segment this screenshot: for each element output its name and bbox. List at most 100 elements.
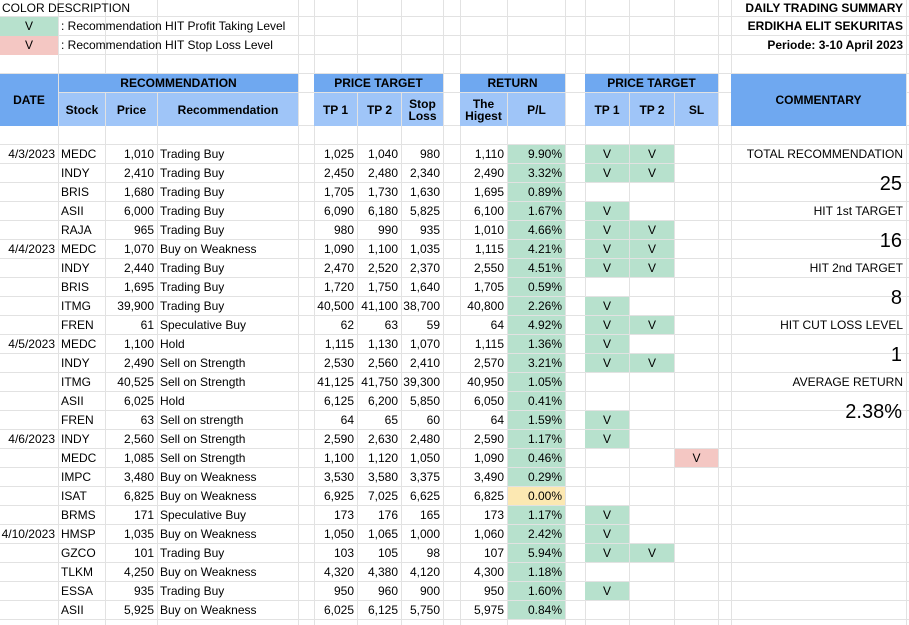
- cell-h1: V: [585, 335, 629, 353]
- cell-rec: Buy on Weakness: [160, 470, 257, 484]
- cell-stock: ESSA: [61, 584, 94, 598]
- gridline: [0, 581, 909, 582]
- cell-date: 4/5/2023: [8, 337, 55, 351]
- cell-hs: [675, 468, 718, 486]
- cell-date: 4/10/2023: [1, 527, 55, 541]
- gridline: [0, 467, 909, 468]
- cell-sl: 5,825: [409, 204, 440, 218]
- cell-sl: 1,630: [409, 185, 440, 199]
- cell-high: 40,800: [467, 299, 504, 313]
- cell-pl: 4.92%: [508, 316, 565, 334]
- cell-hs: [675, 487, 718, 505]
- cell-rec: Speculative Buy: [160, 318, 247, 332]
- cell-pl: 4.21%: [508, 240, 565, 258]
- cell-date: [0, 468, 58, 486]
- cell-tp2: 1,100: [367, 242, 398, 256]
- gridline: [0, 201, 909, 202]
- cell-date: [0, 354, 58, 372]
- cell-stock: MEDC: [61, 147, 97, 161]
- cell-pl: 1.05%: [508, 373, 565, 391]
- gridline: [443, 0, 444, 625]
- cell-date: [0, 582, 58, 600]
- cell-hs: [675, 430, 718, 448]
- gridline: [0, 524, 909, 525]
- cell-pl: 0.84%: [508, 601, 565, 619]
- cell-tp1: 62: [340, 318, 354, 332]
- commentary-label: HIT 1st TARGET: [813, 204, 903, 218]
- cell-hs: [675, 354, 718, 372]
- cell-tp2: 63: [384, 318, 398, 332]
- cell-h1: V: [585, 506, 629, 524]
- cell-h2: [630, 392, 674, 410]
- cell-rec: Trading Buy: [160, 147, 225, 161]
- cell-rec: Trading Buy: [160, 261, 225, 275]
- cell-stock: ITMG: [61, 375, 91, 389]
- commentary-value: 16: [879, 230, 902, 252]
- cell-tp1: 41,125: [317, 375, 354, 389]
- cell-tp2: 2,480: [367, 166, 398, 180]
- cell-stock: ASII: [61, 394, 84, 408]
- cell-price: 63: [140, 413, 154, 427]
- cell-high: 2,590: [473, 432, 504, 446]
- cell-rec: Buy on Weakness: [160, 527, 257, 541]
- gridline: [0, 73, 909, 74]
- cell-stock: ISAT: [61, 489, 87, 503]
- cell-rec: Hold: [160, 337, 185, 351]
- cell-hs: [675, 145, 718, 163]
- legend-green-swatch: V: [0, 17, 58, 36]
- cell-price: 6,000: [123, 204, 154, 218]
- cell-h2: V: [630, 259, 674, 277]
- cell-stock: GZCO: [61, 546, 96, 560]
- cell-price: 1,085: [123, 451, 154, 465]
- gridline: [0, 35, 909, 36]
- cell-price: 2,560: [123, 432, 154, 446]
- cell-hs: [675, 544, 718, 562]
- gridline: [58, 0, 59, 625]
- cell-price: 2,490: [123, 356, 154, 370]
- commentary-value: 8: [890, 287, 902, 309]
- cell-h1: [585, 392, 629, 410]
- commentary-label: HIT 2nd TARGET: [809, 261, 903, 275]
- cell-date: [0, 202, 58, 220]
- cell-stock: BRIS: [61, 185, 90, 199]
- cell-tp1: 1,050: [323, 527, 354, 541]
- cell-hs: [675, 183, 718, 201]
- cell-hs: [675, 316, 718, 334]
- cell-stock: INDY: [61, 356, 90, 370]
- cell-tp2: 960: [377, 584, 398, 598]
- col-hit-tp1: TP 1: [585, 93, 629, 126]
- cell-price: 1,680: [123, 185, 154, 199]
- cell-hs: [675, 335, 718, 353]
- gridline: [0, 543, 909, 544]
- cell-sl: 1,035: [409, 242, 440, 256]
- col-tp1: TP 1: [314, 93, 357, 126]
- cell-h2: V: [630, 164, 674, 182]
- cell-high: 64: [490, 413, 504, 427]
- cell-stock: HMSP: [61, 527, 96, 541]
- cell-stock: INDY: [61, 166, 90, 180]
- col-hit-sl: SL: [675, 93, 718, 126]
- cell-tp1: 2,590: [323, 432, 354, 446]
- cell-tp2: 3,580: [367, 470, 398, 484]
- cell-tp2: 1,130: [367, 337, 398, 351]
- cell-price: 2,440: [123, 261, 154, 275]
- cell-high: 1,060: [473, 527, 504, 541]
- commentary-label: AVERAGE RETURN: [792, 375, 903, 389]
- cell-pl: 0.41%: [508, 392, 565, 410]
- cell-tp1: 3,530: [323, 470, 354, 484]
- cell-hs: [675, 392, 718, 410]
- gridline: [507, 0, 508, 625]
- group-recommendation: RECOMMENDATION: [59, 74, 298, 92]
- cell-sl: 98: [426, 546, 440, 560]
- cell-pl: 1.67%: [508, 202, 565, 220]
- cell-h1: [585, 278, 629, 296]
- cell-sl: 5,750: [409, 603, 440, 617]
- cell-rec: Sell on strength: [160, 413, 244, 427]
- col-price: Price: [106, 93, 157, 126]
- cell-h2: V: [630, 544, 674, 562]
- cell-tp2: 990: [377, 223, 398, 237]
- cell-rec: Sell on Strength: [160, 375, 246, 389]
- cell-date: [0, 506, 58, 524]
- cell-date: [0, 449, 58, 467]
- cell-sl: 1,050: [409, 451, 440, 465]
